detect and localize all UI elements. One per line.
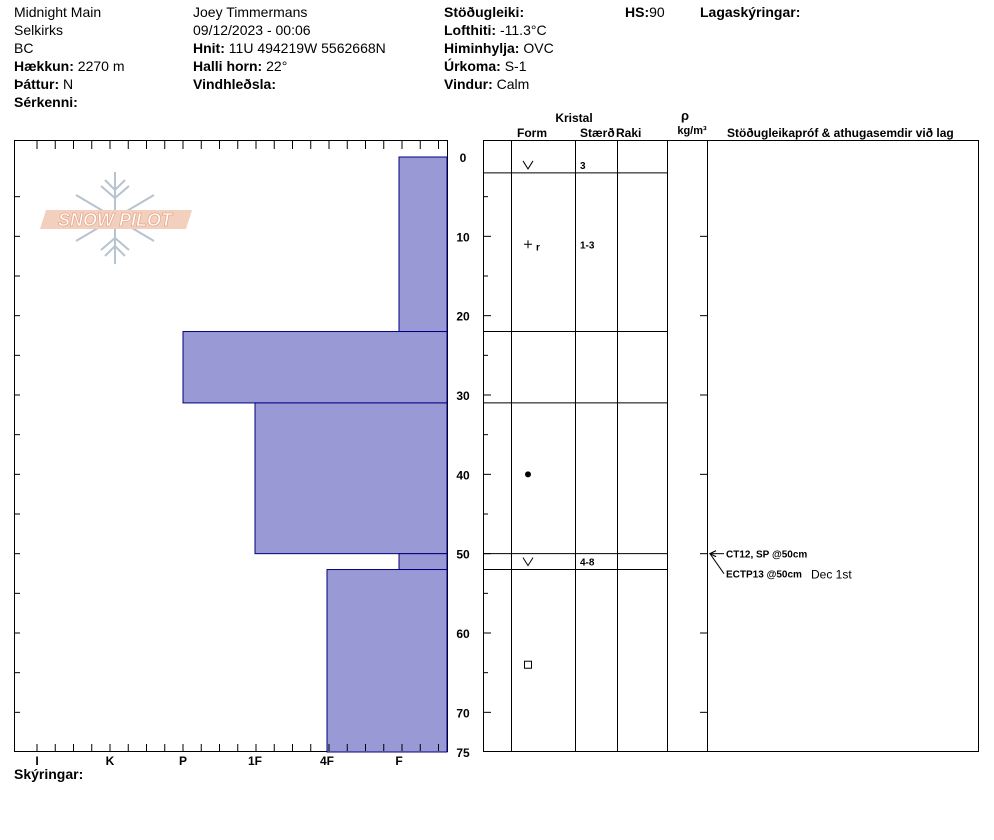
notes-label: Skýringar: xyxy=(14,766,84,782)
location-name: Midnight Main xyxy=(14,4,102,20)
depth-tick-label: 70 xyxy=(456,706,470,720)
crystal-size-label: 4-8 xyxy=(580,558,595,569)
stability-label: Stöðugleiki: xyxy=(444,4,525,20)
precip-row: Úrkoma: S-1 xyxy=(444,57,526,75)
air-temp-row: Lofthiti: -11.3°C xyxy=(444,21,547,39)
table-frame xyxy=(483,140,979,752)
hardness-bar xyxy=(254,402,448,555)
crystal-table xyxy=(483,140,979,752)
observer-name: Joey Timmermans xyxy=(193,4,308,20)
wind-loading-label: Vindhleðsla: xyxy=(193,76,276,92)
faceted-crystal-symbol xyxy=(524,660,532,669)
hardness-bar xyxy=(398,553,448,571)
form-header: Form xyxy=(517,126,547,140)
sky-row: Himinhylja: OVC xyxy=(444,39,554,57)
slope-label: Halli horn: xyxy=(193,58,263,74)
hardness-bars xyxy=(182,156,448,753)
stability-test-label: CT12, SP @50cm xyxy=(726,550,807,561)
layer-notes-label: Lagaskýringar: xyxy=(700,4,801,20)
depth-tick-label: 50 xyxy=(456,548,470,562)
hardness-tick-label: F xyxy=(395,754,402,768)
wind-value: Calm xyxy=(496,76,530,92)
rime-marker: r xyxy=(536,242,540,253)
air-temp-value: -11.3°C xyxy=(499,22,547,38)
stability-test-label: ECTP13 @50cm xyxy=(726,570,802,581)
rounded-grain-symbol xyxy=(525,471,531,478)
wind-row: Vindur: Calm xyxy=(444,75,529,93)
hardness-bar xyxy=(182,331,448,404)
hardness-tick-label: 4F xyxy=(320,754,334,768)
depth-tick-label: 75 xyxy=(456,746,470,760)
stability-test-notes: CT12, SP @50cm ECTP13 @50cm Dec 1st xyxy=(708,550,852,582)
test-arrow-head xyxy=(708,550,717,558)
depth-tick-label: 20 xyxy=(456,310,470,324)
depth-hoar-symbol xyxy=(522,160,534,170)
mountain-range: Selkirks xyxy=(14,22,64,38)
specifics-label: Sérkenni: xyxy=(14,94,78,110)
slope-row: Halli horn: 22° xyxy=(193,57,287,75)
crystal-size-label: 3 xyxy=(580,161,586,172)
aspect-row: Þáttur: N xyxy=(14,75,73,93)
wind-label: Vindur: xyxy=(444,76,493,92)
depth-hoar-symbol xyxy=(522,557,534,567)
hs-label: HS: xyxy=(625,4,650,20)
hardness-tick-label: K xyxy=(106,754,115,768)
rho-header: ρ xyxy=(681,108,689,123)
precip-value: S-1 xyxy=(504,58,527,74)
hs-value: 90 xyxy=(649,4,665,20)
elevation-value: 2270 m xyxy=(77,58,125,74)
moisture-header: Raki xyxy=(616,126,641,140)
slope-value: 22° xyxy=(266,58,288,74)
table-layer-rows xyxy=(484,172,667,571)
air-temp-label: Lofthiti: xyxy=(444,22,497,38)
depth-tick-label: 30 xyxy=(456,389,470,403)
hardness-tick-label: I xyxy=(35,754,38,768)
hardness-tick-label: 1F xyxy=(248,754,262,768)
depth-tick-label: 10 xyxy=(456,230,470,244)
hardness-axis-ticks xyxy=(14,141,439,751)
size-header: Stærð xyxy=(580,126,615,140)
elevation-label: Hækkun: xyxy=(14,58,74,74)
hardness-bar xyxy=(326,569,448,753)
crystal-size-label: 1-3 xyxy=(580,240,595,251)
stability-notes-header: Stöðugleikapróf & athugasemdir við lag xyxy=(727,126,954,140)
hardness-tick-label: P xyxy=(179,754,187,768)
logo-text: SNOW PILOT xyxy=(58,210,174,230)
logo-banner xyxy=(40,210,192,229)
hardness-axis-labels: I K P 1F 4F F xyxy=(35,754,402,768)
depth-tick-label: 40 xyxy=(456,468,470,482)
aspect-label: Þáttur: xyxy=(14,76,60,92)
depth-tick-label: 0 xyxy=(460,151,467,165)
crystal-symbols: 3 r 1-3 4-8 xyxy=(522,160,595,669)
elevation-row: Hækkun: 2270 m xyxy=(14,57,125,75)
coords-label: Hnit: xyxy=(193,40,225,56)
depth-tick-label: 60 xyxy=(456,627,470,641)
region: BC xyxy=(14,40,34,56)
coords-row: Hnit: 11U 494219W 5562668N xyxy=(193,39,386,57)
depth-axis: 0 10 20 30 40 50 60 70 75 xyxy=(456,151,707,760)
crystal-header: Kristal xyxy=(555,111,592,125)
hardness-bar xyxy=(398,156,448,333)
hs-row: HS:90 xyxy=(625,3,665,21)
aspect-value: N xyxy=(63,76,74,92)
sky-label: Himinhylja: xyxy=(444,40,520,56)
precip-label: Úrkoma: xyxy=(444,58,501,74)
observation-datetime: 09/12/2023 - 00:06 xyxy=(193,22,311,38)
coords-value: 11U 494219W 5562668N xyxy=(228,40,386,56)
test-arrow-line xyxy=(709,553,725,574)
sky-value: OVC xyxy=(523,40,554,56)
snowpilot-logo: SNOW PILOT xyxy=(40,172,192,264)
stability-test-date: Dec 1st xyxy=(811,568,852,582)
density-unit-header: kg/m³ xyxy=(677,125,707,137)
